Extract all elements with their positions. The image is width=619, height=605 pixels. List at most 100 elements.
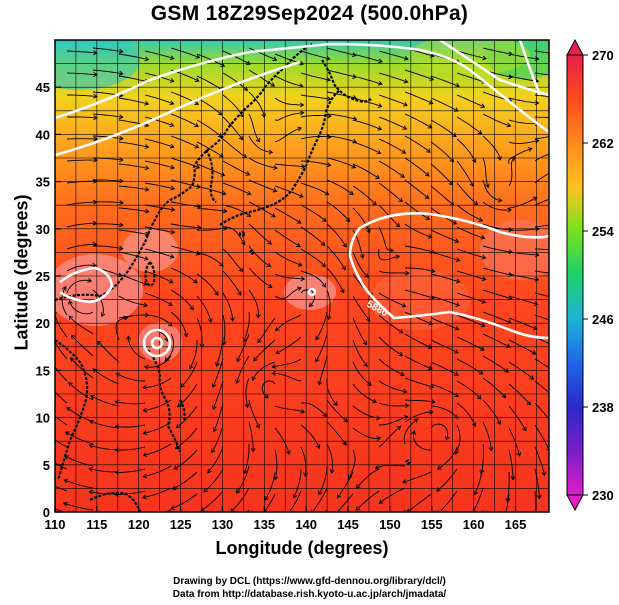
streamline-arrow: [274, 326, 280, 332]
streamline: [118, 185, 149, 191]
streamline: [430, 317, 459, 331]
streamline: [430, 229, 459, 243]
streamline-arrow: [478, 370, 484, 375]
streamline-arrow: [297, 126, 303, 132]
streamline: [336, 493, 354, 512]
streamline-arrow: [143, 302, 149, 308]
streamline-arrow: [194, 144, 200, 149]
streamline-arrow: [347, 474, 353, 480]
y-tick-label: 10: [36, 411, 50, 426]
streamline: [89, 514, 119, 516]
streamline: [144, 138, 174, 148]
streamline: [456, 380, 482, 400]
streamline: [222, 50, 251, 65]
streamline: [222, 270, 242, 296]
streamline: [170, 493, 198, 510]
streamline-arrow: [326, 77, 331, 82]
streamline: [164, 333, 175, 362]
streamline: [482, 333, 511, 348]
colorbar-tick-label: 238: [592, 400, 614, 415]
streamline-arrow: [211, 448, 216, 454]
streamline: [64, 479, 94, 489]
streamline-arrow: [551, 422, 555, 426]
streamline-arrow: [479, 346, 485, 351]
streamline-arrow: [246, 190, 252, 196]
streamline-arrow: [326, 315, 332, 321]
streamline: [355, 490, 380, 511]
streamline-arrow: [92, 220, 98, 226]
streamline: [118, 314, 149, 319]
streamline: [508, 427, 521, 457]
streamline: [189, 340, 198, 370]
streamline-arrow: [292, 493, 298, 499]
streamline-arrow: [560, 297, 564, 301]
streamline-arrow: [455, 82, 460, 88]
streamline-arrow: [402, 388, 408, 394]
streamline: [89, 420, 120, 429]
streamline-arrow: [196, 184, 201, 189]
streamline-arrow: [389, 248, 395, 254]
streamline: [456, 292, 486, 303]
streamline-arrow: [242, 337, 248, 343]
streamline-arrow: [250, 447, 256, 453]
streamline-arrow: [557, 168, 561, 172]
streamline: [170, 223, 201, 229]
streamline-arrow: [212, 427, 218, 433]
streamline: [89, 444, 120, 451]
streamline-arrow: [561, 95, 565, 99]
streamline: [173, 449, 198, 470]
streamline-arrow: [255, 137, 261, 143]
streamline-arrow: [341, 265, 346, 271]
streamline-arrow: [484, 183, 490, 189]
streamline-arrow: [480, 322, 486, 328]
streamline-arrow: [562, 248, 566, 252]
streamline: [352, 75, 383, 85]
streamline-arrow: [561, 74, 565, 78]
streamline-arrow: [398, 351, 404, 357]
streamline-arrow: [411, 430, 416, 435]
streamline-arrow: [196, 225, 202, 230]
streamline-arrow: [311, 509, 316, 512]
streamline-arrow: [219, 262, 224, 267]
streamline: [55, 391, 68, 404]
streamline-arrow: [527, 147, 533, 152]
streamline: [404, 113, 432, 129]
streamline-arrow: [199, 343, 205, 349]
streamline-arrow: [268, 149, 274, 155]
streamline-arrow: [436, 465, 442, 470]
streamline-arrow: [93, 50, 98, 56]
streamline-arrow: [93, 136, 98, 142]
streamline: [404, 179, 429, 199]
streamline: [356, 468, 380, 489]
streamline-arrow: [264, 496, 269, 501]
streamline: [115, 513, 145, 516]
streamline-arrow: [429, 384, 435, 389]
streamline: [482, 399, 501, 425]
streamline-arrow: [315, 335, 320, 341]
streamline: [436, 468, 458, 492]
streamline-arrow: [355, 506, 360, 511]
streamline: [170, 47, 200, 59]
streamline-arrow: [413, 418, 419, 424]
y-axis: 0 5 10 15 20 25 30 35 40 45: [36, 80, 61, 520]
streamline-arrow: [272, 187, 278, 193]
streamline: [326, 113, 357, 120]
streamline-arrow: [119, 135, 124, 141]
x-tick-label: 120: [128, 517, 150, 532]
streamline: [248, 113, 261, 143]
streamline-arrow: [497, 155, 502, 161]
height-contours: [55, 40, 549, 358]
streamline: [508, 317, 538, 330]
streamline-arrow: [189, 364, 194, 370]
streamline-arrow: [534, 100, 540, 106]
streamline-arrow: [554, 397, 558, 401]
streamline: [404, 399, 435, 403]
streamline: [430, 185, 455, 206]
streamline: [144, 94, 174, 105]
streamline: [97, 340, 120, 363]
streamline: [248, 179, 277, 192]
streamline-arrow: [327, 113, 332, 119]
streamline-arrow: [529, 375, 535, 380]
streamline-arrow: [453, 107, 459, 112]
streamline: [378, 402, 409, 407]
